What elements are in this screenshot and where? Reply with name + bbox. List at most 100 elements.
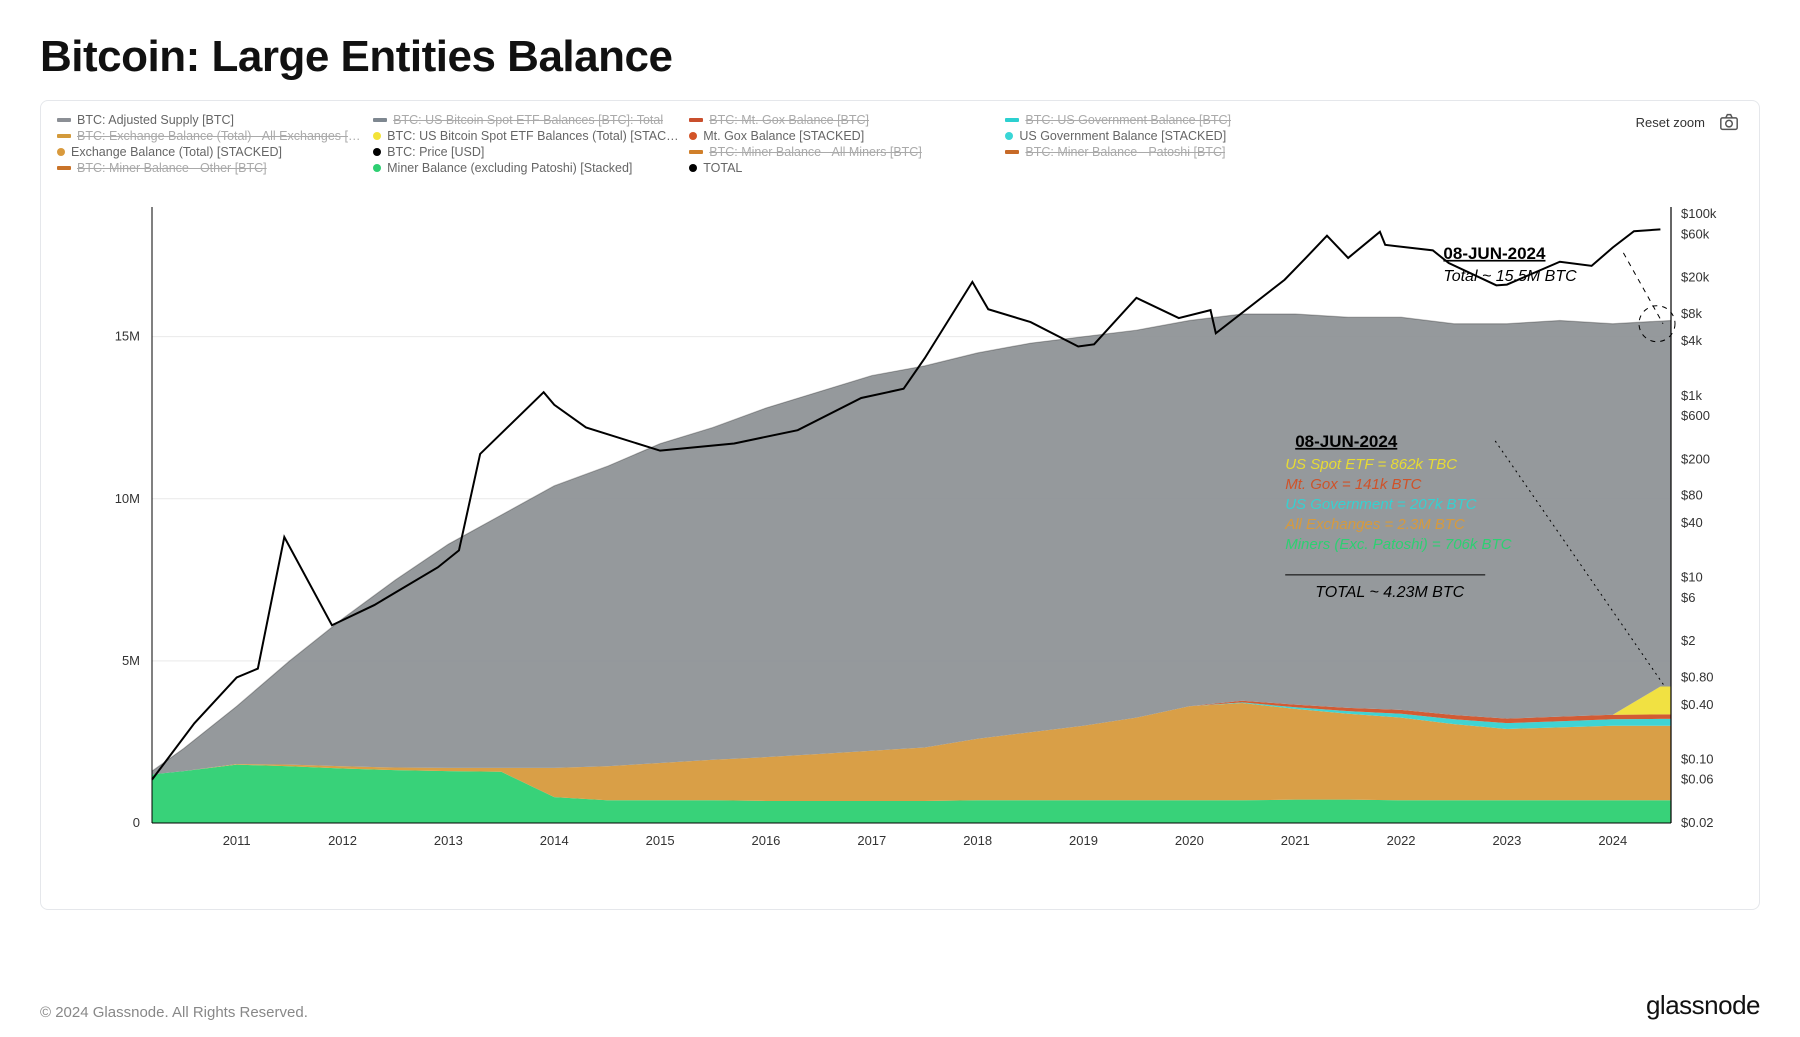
svg-text:08-JUN-2024: 08-JUN-2024 (1295, 432, 1398, 451)
legend-item[interactable]: BTC: US Bitcoin Spot ETF Balances [BTC]:… (373, 113, 679, 127)
legend-item[interactable]: BTC: Miner Balance - Patoshi [BTC] (1005, 145, 1311, 159)
legend-item[interactable]: BTC: US Government Balance [BTC] (1005, 113, 1311, 127)
svg-text:0: 0 (133, 815, 140, 830)
svg-text:$0.10: $0.10 (1681, 751, 1714, 766)
svg-text:Miners (Exc. Patoshi) = 706k: Miners (Exc. Patoshi) = 706k BTC (1285, 536, 1511, 553)
legend-item-label: BTC: Miner Balance - All Miners [BTC] (709, 145, 922, 159)
svg-text:2024: 2024 (1598, 833, 1627, 848)
chart-toolbar: Reset zoom (1636, 113, 1743, 131)
legend-item[interactable]: BTC: Miner Balance - All Miners [BTC] (689, 145, 995, 159)
legend-swatch (373, 148, 381, 156)
legend-swatch (1005, 132, 1013, 140)
svg-text:2013: 2013 (434, 833, 463, 848)
legend-swatch (373, 132, 381, 140)
svg-text:$200: $200 (1681, 451, 1710, 466)
legend-item[interactable] (1322, 145, 1628, 159)
legend-item[interactable]: Miner Balance (excluding Patoshi) [Stack… (373, 161, 679, 175)
svg-text:$10: $10 (1681, 570, 1703, 585)
svg-text:2015: 2015 (646, 833, 675, 848)
svg-text:Total ~ 15.5M BTC: Total ~ 15.5M BTC (1443, 268, 1577, 285)
chart-plot: 05M10M15M2011201220132014201520162017201… (57, 201, 1743, 859)
chart-card: BTC: Adjusted Supply [BTC] BTC: US Bitcoi… (40, 100, 1760, 910)
legend-item-label: BTC: Adjusted Supply [BTC] (77, 113, 234, 127)
svg-text:US Spot ETF = 862k TBC: US Spot ETF = 862k TBC (1285, 456, 1457, 473)
legend-swatch (57, 166, 71, 170)
svg-text:2016: 2016 (751, 833, 780, 848)
legend-swatch (57, 118, 71, 122)
legend-swatch (1005, 150, 1019, 154)
svg-text:$0.80: $0.80 (1681, 669, 1714, 684)
legend-item-label: Mt. Gox Balance [STACKED] (703, 129, 864, 143)
legend-item[interactable]: BTC: Miner Balance - Other [BTC] (57, 161, 363, 175)
svg-text:2022: 2022 (1387, 833, 1416, 848)
svg-text:$60k: $60k (1681, 226, 1710, 241)
legend-swatch (57, 148, 65, 156)
legend-item-label: US Government Balance [STACKED] (1019, 129, 1226, 143)
svg-text:2011: 2011 (223, 833, 251, 848)
svg-text:$6: $6 (1681, 590, 1695, 605)
reset-zoom-button[interactable]: Reset zoom (1636, 115, 1705, 130)
legend-item-label: Miner Balance (excluding Patoshi) [Stack… (387, 161, 632, 175)
legend-item-label: BTC: US Bitcoin Spot ETF Balances (Total… (387, 129, 679, 143)
legend-item[interactable]: US Government Balance [STACKED] (1005, 129, 1311, 143)
brand-logo: glassnode (1646, 990, 1760, 1021)
svg-text:US Government = 207k BTC: US Government = 207k BTC (1285, 496, 1476, 513)
svg-text:$0.40: $0.40 (1681, 697, 1714, 712)
chart-title: Bitcoin: Large Entities Balance (40, 32, 1760, 82)
svg-text:$2: $2 (1681, 633, 1695, 648)
legend-item-label: BTC: Miner Balance - Patoshi [BTC] (1025, 145, 1225, 159)
legend-swatch (689, 150, 703, 154)
svg-text:TOTAL ~ 4.23M BTC: TOTAL ~ 4.23M BTC (1315, 584, 1464, 601)
legend-item-label: BTC: US Bitcoin Spot ETF Balances [BTC]:… (393, 113, 663, 127)
legend: BTC: Adjusted Supply [BTC] BTC: US Bitcoi… (57, 113, 1628, 175)
legend-item[interactable] (1322, 113, 1628, 127)
legend-item[interactable]: BTC: Mt. Gox Balance [BTC] (689, 113, 995, 127)
svg-text:2018: 2018 (963, 833, 992, 848)
legend-item[interactable]: BTC: Price [USD] (373, 145, 679, 159)
svg-text:2019: 2019 (1069, 833, 1098, 848)
svg-text:$100k: $100k (1681, 206, 1717, 221)
svg-text:Mt. Gox = 141k BTC: Mt. Gox = 141k BTC (1285, 476, 1421, 493)
legend-swatch (57, 134, 71, 138)
svg-text:All Exchanges = 2.3M BTC: All Exchanges = 2.3M BTC (1284, 516, 1465, 533)
legend-item-label: BTC: Miner Balance - Other [BTC] (77, 161, 267, 175)
svg-text:$1k: $1k (1681, 388, 1702, 403)
svg-text:$0.02: $0.02 (1681, 815, 1714, 830)
legend-item[interactable]: Mt. Gox Balance [STACKED] (689, 129, 995, 143)
legend-item[interactable]: BTC: Exchange Balance (Total) - All Exch… (57, 129, 363, 143)
svg-text:2017: 2017 (857, 833, 886, 848)
svg-text:$80: $80 (1681, 488, 1703, 503)
legend-item-label: BTC: US Government Balance [BTC] (1025, 113, 1231, 127)
svg-text:$40: $40 (1681, 515, 1703, 530)
legend-item[interactable] (1322, 129, 1628, 143)
svg-text:$4k: $4k (1681, 333, 1702, 348)
legend-item-label: BTC: Exchange Balance (Total) - All Exch… (77, 129, 363, 143)
svg-text:$8k: $8k (1681, 306, 1702, 321)
camera-icon[interactable] (1719, 113, 1739, 131)
svg-text:2021: 2021 (1281, 833, 1310, 848)
legend-swatch (689, 118, 703, 122)
svg-text:08-JUN-2024: 08-JUN-2024 (1443, 244, 1546, 263)
legend-item[interactable]: BTC: Adjusted Supply [BTC] (57, 113, 363, 127)
copyright-text: © 2024 Glassnode. All Rights Reserved. (40, 1004, 308, 1021)
svg-text:2020: 2020 (1175, 833, 1204, 848)
svg-text:$600: $600 (1681, 408, 1710, 423)
legend-swatch (1005, 118, 1019, 122)
legend-item[interactable]: Exchange Balance (Total) [STACKED] (57, 145, 363, 159)
legend-item-label: TOTAL (703, 161, 742, 175)
svg-text:$0.06: $0.06 (1681, 772, 1714, 787)
svg-text:5M: 5M (122, 653, 140, 668)
svg-text:2012: 2012 (328, 833, 357, 848)
svg-text:$20k: $20k (1681, 270, 1710, 285)
svg-text:15M: 15M (115, 329, 140, 344)
svg-text:2023: 2023 (1492, 833, 1521, 848)
legend-swatch (689, 164, 697, 172)
legend-item[interactable]: TOTAL (689, 161, 995, 175)
legend-swatch (373, 164, 381, 172)
legend-swatch (689, 132, 697, 140)
legend-item-label: Exchange Balance (Total) [STACKED] (71, 145, 282, 159)
legend-item-label: BTC: Mt. Gox Balance [BTC] (709, 113, 869, 127)
legend-item-label: BTC: Price [USD] (387, 145, 484, 159)
svg-text:10M: 10M (115, 491, 140, 506)
legend-item[interactable]: BTC: US Bitcoin Spot ETF Balances (Total… (373, 129, 679, 143)
